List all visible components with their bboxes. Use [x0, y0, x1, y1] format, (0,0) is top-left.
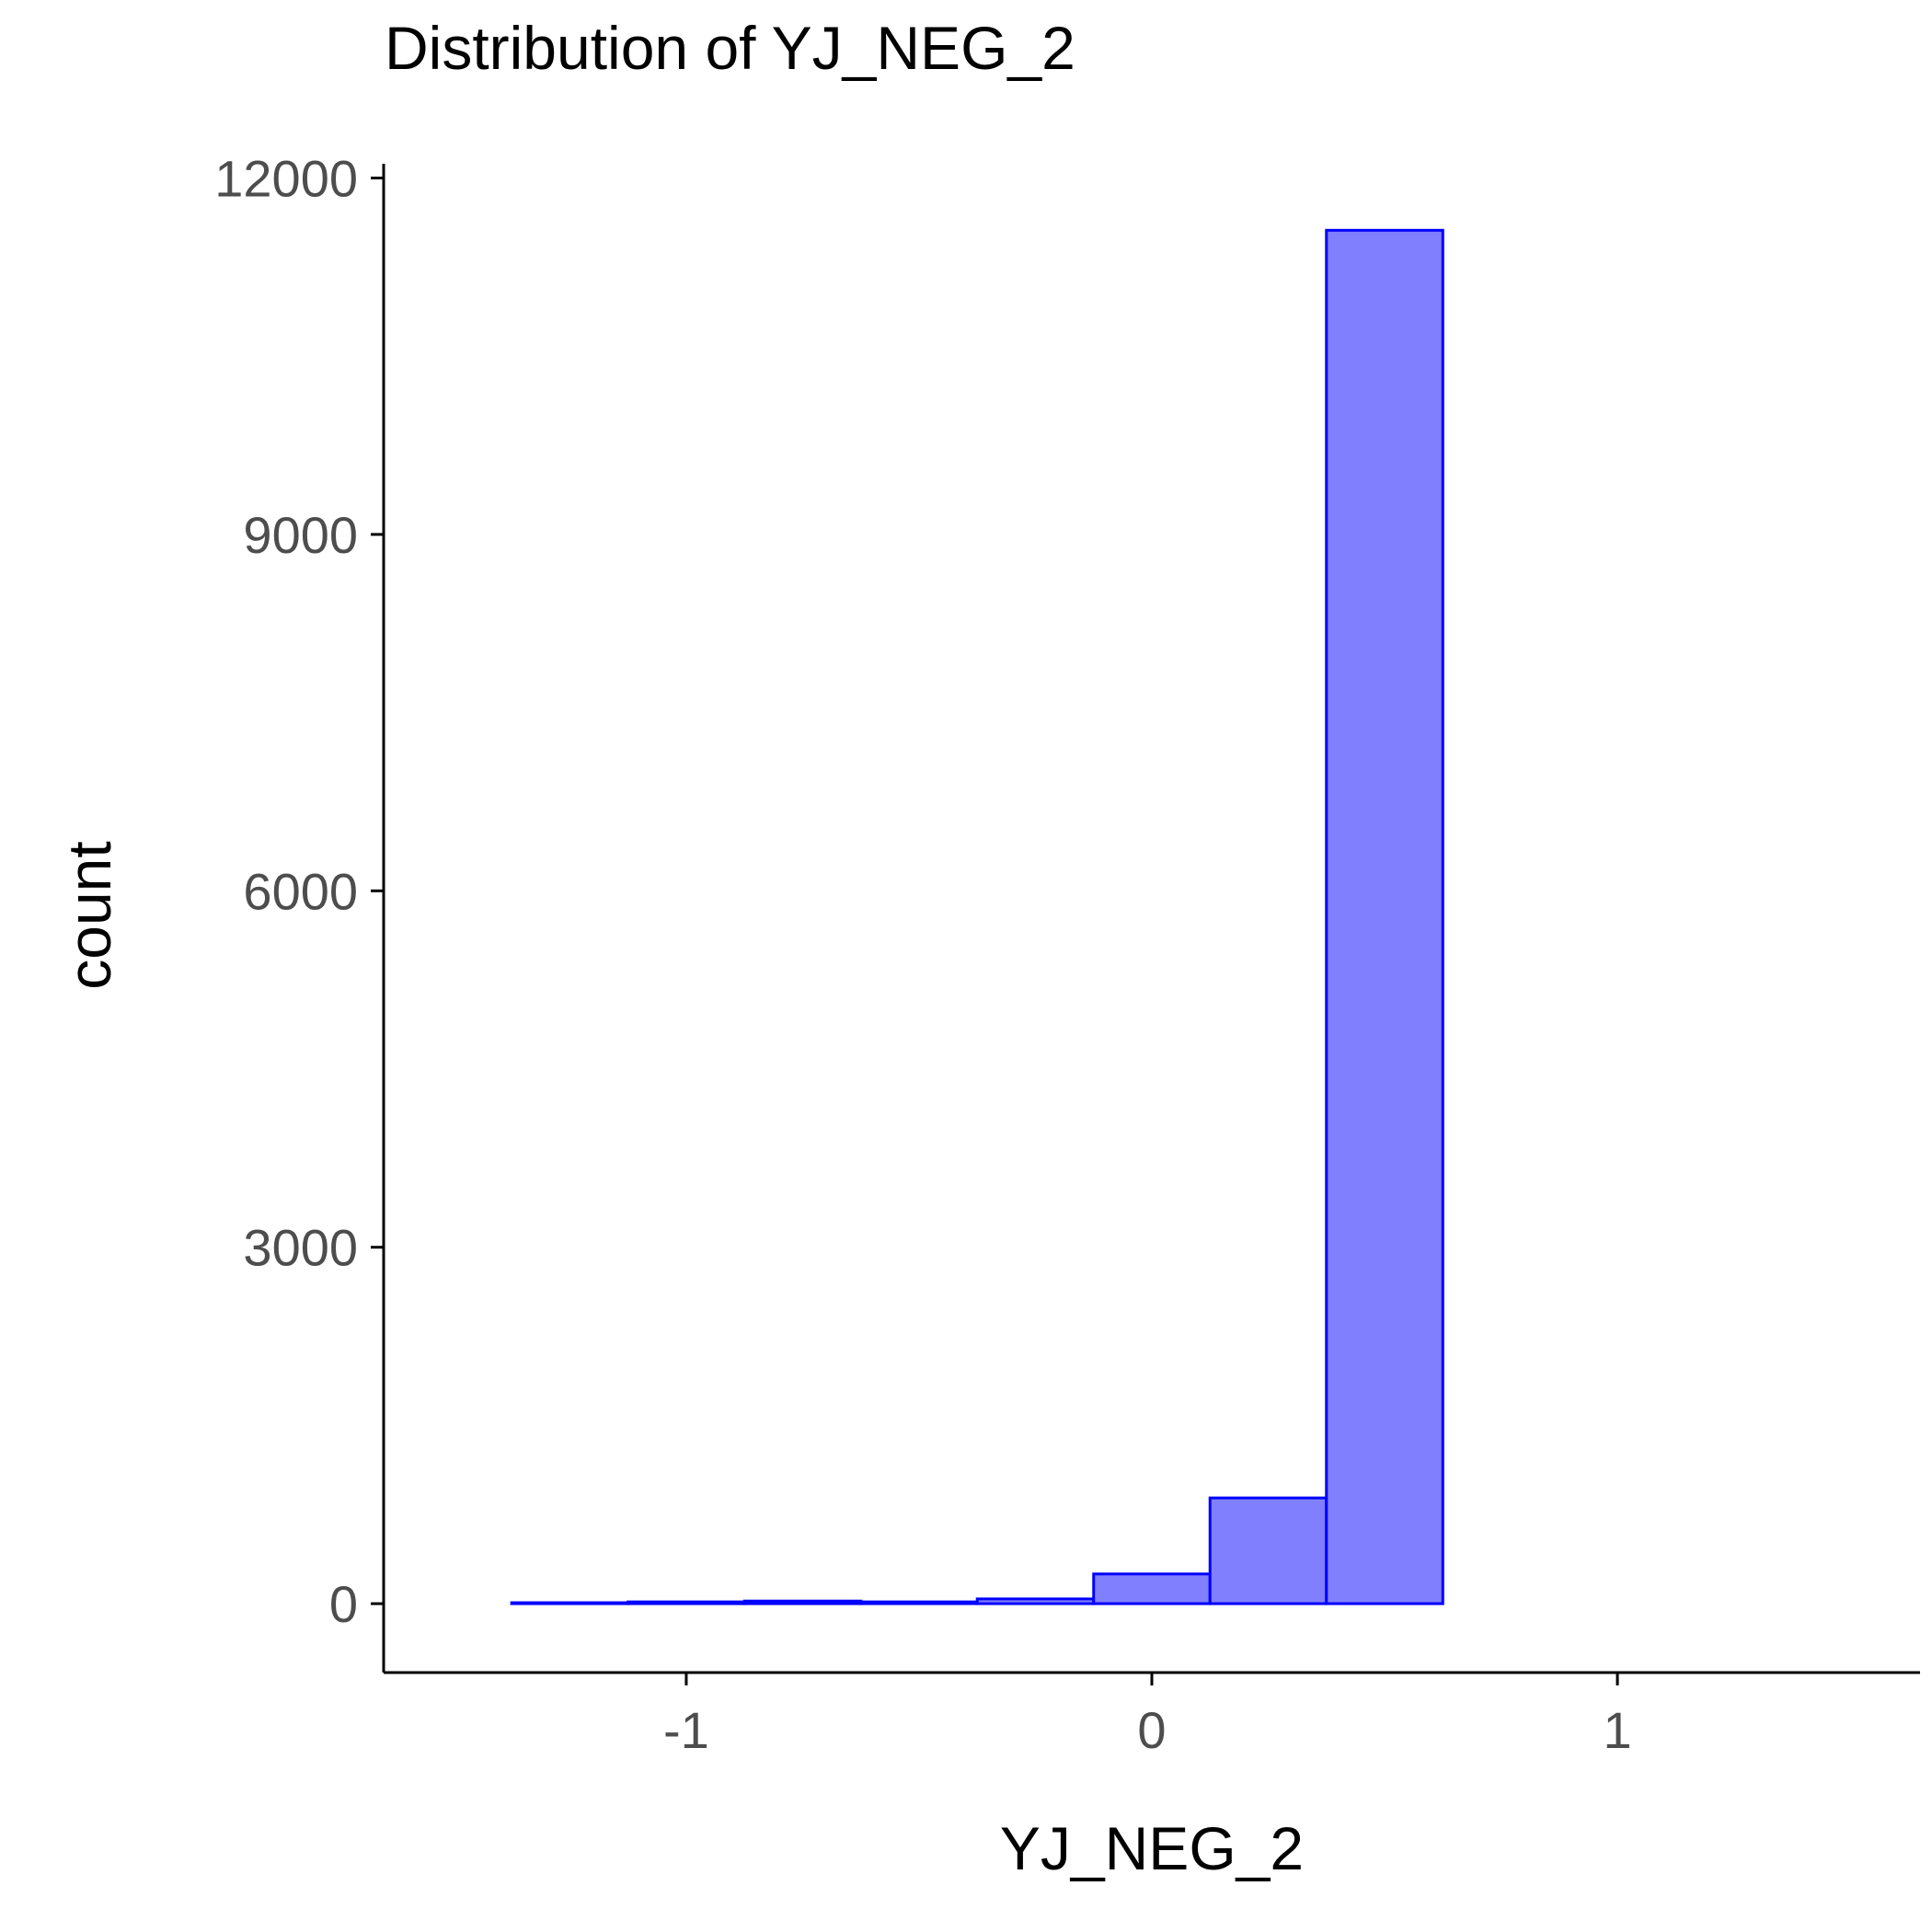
histogram-bars [510, 228, 1444, 1605]
x-tick-label: -1 [663, 1701, 709, 1759]
y-axis-title: count [55, 841, 123, 989]
histogram-bar-5 [1092, 1572, 1212, 1605]
chart-title: Distribution of YJ_NEG_2 [385, 14, 1075, 82]
histogram-bar-3 [859, 1600, 979, 1605]
y-tick-label: 9000 [243, 506, 358, 564]
x-axis-ticks: -1 0 1 [663, 1673, 1632, 1759]
histogram-bar-4 [975, 1597, 1096, 1605]
x-tick-label: 0 [1137, 1701, 1166, 1759]
x-tick-label: 1 [1603, 1701, 1631, 1759]
histogram-bar-0 [510, 1601, 630, 1605]
histogram-bar-7 [1325, 228, 1444, 1605]
histogram-bar-6 [1208, 1496, 1328, 1605]
y-tick-label: 3000 [243, 1219, 358, 1277]
x-axis-title: YJ_NEG_2 [1000, 1814, 1304, 1882]
histogram-bar-2 [742, 1599, 863, 1605]
y-axis-ticks: 0 3000 6000 9000 12000 [214, 149, 384, 1633]
y-tick-label: 0 [329, 1575, 358, 1633]
y-tick-label: 12000 [214, 149, 358, 207]
histogram-bar-1 [627, 1600, 746, 1605]
y-tick-label: 6000 [243, 862, 358, 920]
